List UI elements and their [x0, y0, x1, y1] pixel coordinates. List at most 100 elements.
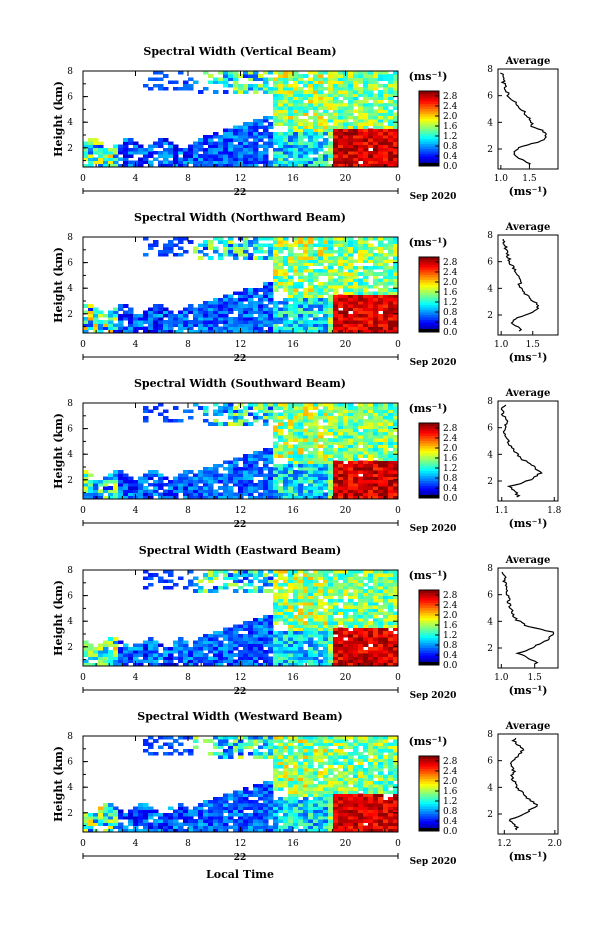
heatmap-cell [83, 154, 89, 158]
heatmap-cell [288, 646, 294, 651]
heatmap-cell [208, 476, 214, 481]
heatmap-cell [343, 157, 349, 161]
heatmap-cell [283, 406, 289, 410]
heatmap-cell [233, 154, 239, 158]
x-tick-label: 8 [185, 506, 191, 516]
colorbar-segment [419, 284, 439, 288]
heatmap-cell [338, 640, 344, 644]
heatmap-cell [353, 659, 359, 664]
heatmap-cell [243, 646, 249, 651]
heatmap-cell [333, 243, 339, 247]
heatmap-cell [378, 246, 384, 251]
heatmap-cell [233, 419, 239, 423]
heatmap-cell [333, 447, 339, 452]
heatmap-cell [313, 605, 319, 609]
heatmap-cell [288, 422, 294, 426]
heatmap-cell [218, 151, 224, 155]
heatmap-cell [373, 71, 379, 75]
heatmap-cell [363, 656, 369, 660]
heatmap-cell [208, 141, 214, 145]
heatmap-cell [333, 621, 339, 625]
heatmap-cell [158, 486, 164, 490]
heatmap-cell [98, 154, 104, 158]
colorbar-segment [419, 443, 439, 446]
heatmap-cell [138, 157, 144, 161]
heatmap-cell [203, 323, 209, 327]
heatmap-cell [348, 265, 354, 270]
heatmap-cell [183, 659, 189, 664]
heatmap-cell [318, 614, 324, 619]
heatmap-cell [358, 307, 364, 311]
heatmap-cell [333, 576, 339, 580]
heatmap-cell [233, 83, 239, 88]
heatmap-cell [313, 495, 319, 500]
heatmap-cell [393, 457, 399, 461]
heatmap-cell [263, 573, 269, 577]
heatmap-cell [313, 285, 319, 289]
heatmap-cell [228, 640, 234, 644]
heatmap-cell [388, 278, 394, 283]
heatmap-cell [253, 467, 259, 471]
heatmap-cell [308, 71, 314, 75]
heatmap-cell [328, 454, 334, 458]
heatmap-cell [293, 301, 299, 305]
heatmap-cell [333, 479, 339, 484]
heatmap-cell [343, 103, 349, 107]
heatmap-cell [323, 473, 329, 477]
heatmap-cell [188, 151, 194, 155]
heatmap-cell [278, 317, 284, 321]
heatmap-cell [393, 419, 399, 423]
heatmap-cell [268, 579, 274, 584]
heatmap-cell [283, 262, 289, 267]
heatmap-cell [278, 157, 284, 161]
heatmap-cell [358, 422, 364, 426]
heatmap-cell [363, 476, 369, 481]
heatmap-cell [233, 301, 239, 305]
heatmap-cell [348, 656, 354, 660]
heatmap-cell [268, 288, 274, 292]
heatmap-cell [293, 634, 299, 638]
heatmap-cell [293, 470, 299, 474]
heatmap-cell [333, 630, 339, 635]
heatmap-cell [378, 479, 384, 484]
heatmap-cell [318, 467, 324, 471]
heatmap-cell [218, 313, 224, 318]
heatmap-cell [103, 489, 109, 493]
heatmap-cell [343, 425, 349, 429]
heatmap-cell [93, 307, 99, 311]
heatmap-cell [243, 463, 249, 468]
heatmap-cell [88, 662, 94, 667]
heatmap-cell [238, 135, 244, 139]
heatmap-cell [383, 154, 389, 158]
heatmap-cell [278, 240, 284, 244]
heatmap-cell [338, 576, 344, 580]
heatmap-cell [288, 573, 294, 577]
heatmap-cell [343, 586, 349, 590]
heatmap-cell [313, 659, 319, 664]
heatmap-cell [393, 249, 399, 254]
heatmap-cell [368, 163, 374, 168]
heatmap-cell [383, 457, 389, 461]
heatmap-cell [308, 457, 314, 461]
heatmap-cell [193, 163, 199, 168]
heatmap-cell [343, 87, 349, 91]
heatmap-cell [363, 460, 369, 465]
heatmap-cell [383, 135, 389, 139]
heatmap-cell [383, 438, 389, 442]
heatmap-cell [303, 630, 309, 635]
heatmap-cell [283, 621, 289, 625]
heatmap-cell [353, 243, 359, 247]
heatmap-cell [348, 141, 354, 145]
heatmap-cell [373, 135, 379, 139]
heatmap-cell [358, 592, 364, 596]
heatmap-cell [143, 160, 149, 165]
heatmap-cell [383, 112, 389, 117]
heatmap-cell [318, 637, 324, 641]
heatmap-cell [278, 589, 284, 593]
heatmap-cell [293, 297, 299, 302]
heatmap-cell [208, 646, 214, 651]
heatmap-cell [188, 240, 194, 244]
heatmap-cell [263, 409, 269, 413]
heatmap-cell [363, 163, 369, 168]
heatmap-cell [123, 160, 129, 165]
